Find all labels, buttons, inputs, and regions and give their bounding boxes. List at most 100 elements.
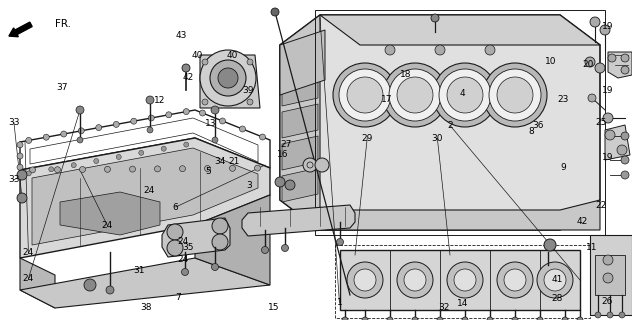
Polygon shape [60,192,160,235]
Circle shape [544,269,566,291]
Circle shape [621,156,629,164]
Circle shape [166,112,172,118]
Polygon shape [20,138,270,258]
Polygon shape [282,168,318,202]
Circle shape [96,124,102,131]
Circle shape [595,63,605,73]
Circle shape [608,54,616,62]
Circle shape [603,255,613,265]
Text: 2: 2 [447,121,453,130]
Circle shape [544,239,556,251]
Circle shape [212,234,228,250]
Text: 29: 29 [362,134,373,143]
Circle shape [275,177,285,187]
Text: 16: 16 [277,150,288,159]
Circle shape [218,68,238,88]
Text: 33: 33 [8,118,20,127]
Circle shape [17,193,27,203]
Circle shape [184,142,189,147]
Circle shape [76,106,84,114]
Circle shape [619,312,625,318]
Circle shape [49,167,54,172]
Circle shape [61,131,67,137]
Circle shape [247,59,253,65]
Circle shape [483,63,547,127]
Text: 1: 1 [336,298,343,307]
Circle shape [339,69,391,121]
Polygon shape [280,15,600,230]
Circle shape [130,166,135,172]
Circle shape [512,317,518,320]
Circle shape [389,69,441,121]
Circle shape [504,269,526,291]
Circle shape [260,134,265,140]
Circle shape [562,317,568,320]
Polygon shape [590,235,632,315]
Polygon shape [200,55,260,108]
Circle shape [603,113,613,123]
Polygon shape [280,15,320,230]
Text: 21: 21 [229,157,240,166]
Circle shape [489,69,541,121]
Text: 27: 27 [280,140,291,149]
Text: 22: 22 [595,201,607,210]
Text: 42: 42 [576,217,588,226]
Circle shape [106,286,114,294]
Circle shape [183,108,189,115]
Polygon shape [608,52,632,78]
Circle shape [113,121,119,127]
Circle shape [247,99,253,105]
Circle shape [447,262,483,298]
Circle shape [347,262,383,298]
Circle shape [588,94,596,102]
Text: 40: 40 [227,51,238,60]
Circle shape [454,269,476,291]
Circle shape [146,96,154,104]
Text: 4: 4 [460,89,465,98]
Text: 13: 13 [205,119,216,128]
Text: 31: 31 [133,266,145,275]
Circle shape [487,317,493,320]
Circle shape [617,145,627,155]
Circle shape [200,110,205,116]
Circle shape [605,130,615,140]
Circle shape [27,171,31,176]
Text: 43: 43 [175,31,186,40]
Circle shape [17,164,23,170]
Circle shape [212,218,228,234]
Circle shape [439,69,491,121]
Polygon shape [282,136,318,170]
Circle shape [211,106,219,114]
Circle shape [621,132,629,140]
Polygon shape [195,195,270,285]
Text: 19: 19 [602,153,613,162]
Circle shape [147,127,153,133]
Circle shape [342,317,348,320]
Circle shape [240,126,245,132]
Circle shape [462,317,468,320]
Circle shape [149,115,154,121]
Circle shape [590,17,600,27]
Text: 12: 12 [154,96,166,105]
Circle shape [78,128,84,134]
Text: FR.: FR. [55,19,71,29]
Text: 28: 28 [551,294,562,303]
Circle shape [537,317,543,320]
Polygon shape [320,15,600,45]
Circle shape [577,317,583,320]
Text: 32: 32 [438,303,449,312]
Circle shape [433,63,497,127]
Text: 24: 24 [23,274,34,283]
Circle shape [621,171,629,179]
Circle shape [255,165,260,171]
Text: 36: 36 [532,121,544,130]
Circle shape [362,317,368,320]
Text: 24: 24 [178,255,189,264]
Circle shape [347,77,383,113]
Circle shape [397,77,433,113]
Circle shape [71,163,76,168]
Polygon shape [242,205,355,236]
Circle shape [262,246,269,253]
Text: 17: 17 [381,95,392,104]
FancyArrow shape [9,22,32,37]
